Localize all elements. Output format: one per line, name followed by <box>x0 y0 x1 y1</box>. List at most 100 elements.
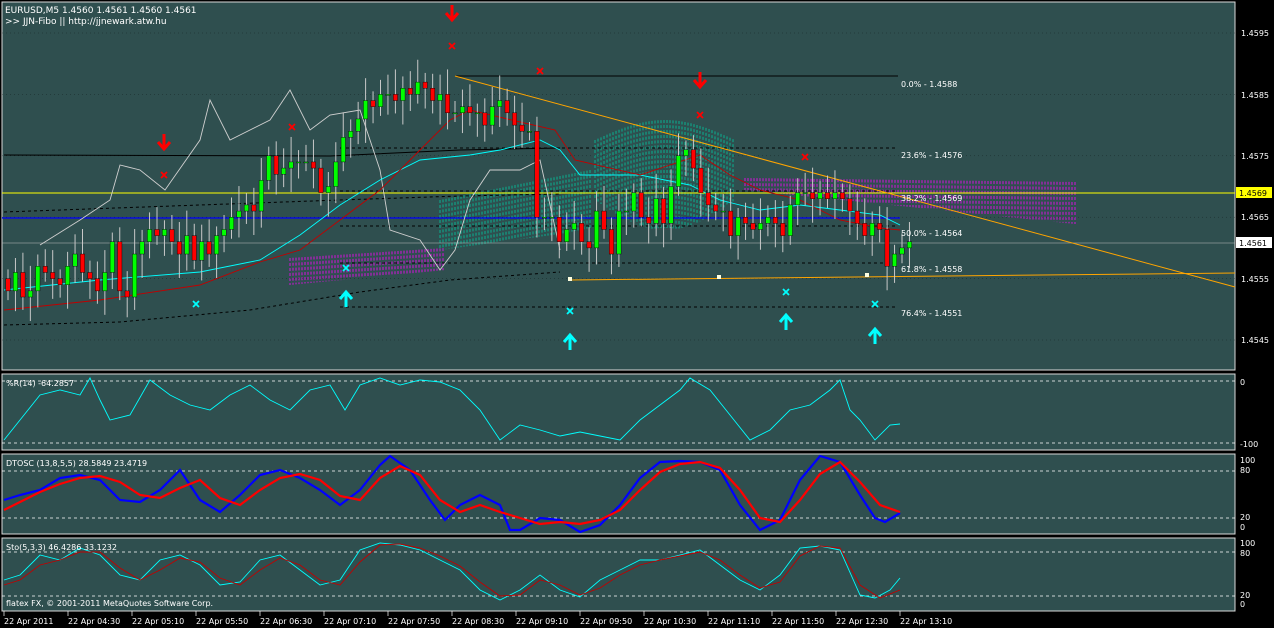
sell-arrow-icon <box>444 5 460 23</box>
candle-body <box>564 229 570 242</box>
candle-body <box>243 204 249 212</box>
candle-body <box>497 100 503 107</box>
candle-body <box>445 94 450 114</box>
candle-body <box>363 100 368 120</box>
time-label: 22 Apr 11:50 <box>772 617 824 626</box>
candle-body <box>720 210 726 213</box>
dtosc-tick: 0 <box>1240 523 1245 532</box>
candle-body <box>94 278 100 292</box>
buy-arrow-icon <box>338 289 354 307</box>
fibo-curve <box>3 147 561 157</box>
candle-body <box>772 216 778 224</box>
time-label: 22 Apr 09:10 <box>516 617 568 626</box>
fibo-label: 0.0% - 1.4588 <box>901 80 957 89</box>
candle-body <box>661 198 667 224</box>
candle-body <box>229 216 234 230</box>
candle-body <box>474 112 480 115</box>
dtosc-slow-line <box>3 460 901 526</box>
wpr-panel[interactable] <box>1 373 1236 451</box>
kijun-line <box>3 109 901 311</box>
candle-body <box>460 106 465 114</box>
indicator-layer <box>2 377 1235 601</box>
candle-body <box>713 204 719 212</box>
candle-body <box>400 88 406 101</box>
candle-body <box>542 216 547 219</box>
candle-body <box>57 278 63 285</box>
sell-cross-icon <box>536 67 544 75</box>
time-label: 22 Apr 11:10 <box>708 617 760 626</box>
bid-price-label-box <box>1236 237 1272 248</box>
candle-body <box>206 241 212 255</box>
candle-body <box>13 272 18 292</box>
candle-body <box>467 106 473 114</box>
candle-body <box>653 198 659 224</box>
time-label: 22 Apr 04:30 <box>68 617 120 626</box>
support-anchor <box>717 275 721 279</box>
candle-body <box>780 223 786 236</box>
main-panel[interactable] <box>1 1 1236 371</box>
candle-body <box>683 149 689 157</box>
time-label: 22 Apr 07:50 <box>388 617 440 626</box>
sell-arrow-icon <box>156 134 172 152</box>
candle-body <box>549 216 555 219</box>
ask-price-label: 1.4569 <box>1239 189 1267 198</box>
bid-price-label: 1.4561 <box>1239 239 1267 248</box>
time-label: 22 Apr 05:10 <box>132 617 184 626</box>
candle-body <box>221 229 227 236</box>
sto-main-line <box>3 542 901 601</box>
time-label: 22 Apr 05:50 <box>196 617 248 626</box>
buy-cross-icon <box>871 300 879 308</box>
buy-arrow-icon <box>867 326 883 344</box>
candle-body <box>601 210 607 230</box>
candle-body <box>437 94 443 101</box>
candle-body <box>534 131 540 218</box>
candle-body <box>482 112 488 126</box>
candle-body <box>102 272 108 292</box>
buy-cross-icon <box>566 307 574 315</box>
candle-body <box>750 223 756 230</box>
support-line <box>569 272 1236 281</box>
support-anchor <box>865 273 869 277</box>
candle-body <box>907 241 912 249</box>
candle-body <box>318 167 324 193</box>
candle-body <box>884 229 890 267</box>
time-label: 22 Apr 10:30 <box>644 617 696 626</box>
tenkan-line <box>3 139 901 291</box>
candle-body <box>370 100 376 107</box>
candle-body <box>348 131 354 138</box>
sell-cross-icon <box>288 123 296 131</box>
candle-body <box>139 241 145 255</box>
buy-cross-icon <box>192 300 200 308</box>
candle-body <box>877 223 883 230</box>
copyright: flatex FX, © 2001-2011 MetaQuotes Softwa… <box>6 599 213 608</box>
fibo-label: 50.0% - 1.4564 <box>901 229 962 238</box>
candle-body <box>527 131 532 133</box>
sell-cross-icon <box>160 171 168 179</box>
fibo-label: 61.8% - 1.4558 <box>901 265 962 274</box>
candle-body <box>623 210 629 213</box>
candle-body <box>422 81 428 89</box>
ichimoku-layer <box>289 120 1076 285</box>
time-label: 22 Apr 2011 <box>4 617 53 626</box>
candle-body <box>691 149 696 169</box>
indicator-line: >> JJN-Fibo || http://jjnewark.atw.hu <box>5 17 167 27</box>
sell-arrow-icon <box>692 72 708 90</box>
candle-body <box>325 186 331 193</box>
sell-cross-icon <box>801 153 809 161</box>
time-label: 22 Apr 06:30 <box>260 617 312 626</box>
candle-body <box>176 241 182 255</box>
sto-panel[interactable] <box>1 537 1236 612</box>
candle-body <box>266 155 272 181</box>
candle-body <box>832 192 838 199</box>
dtosc-panel[interactable] <box>1 453 1236 535</box>
candle-body <box>847 198 853 212</box>
candle-body <box>594 210 599 249</box>
candles-layer <box>5 59 912 321</box>
fibo-curve <box>3 271 561 326</box>
candle-body <box>728 210 734 236</box>
candle-body <box>556 216 562 242</box>
trendline <box>454 75 1236 288</box>
candle-body <box>735 216 741 236</box>
candle-body <box>817 192 823 199</box>
